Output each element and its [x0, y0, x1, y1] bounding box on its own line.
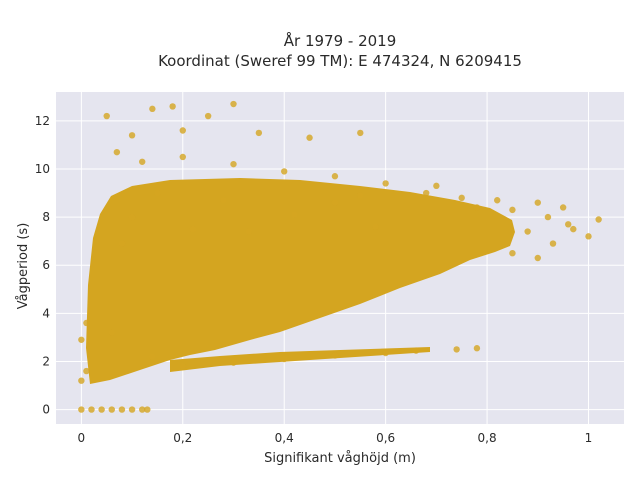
- scatter-point: [149, 353, 156, 360]
- scatter-point: [534, 254, 541, 262]
- scatter-point: [128, 213, 136, 221]
- dense-cloud-lower-band: [170, 347, 430, 372]
- scatter-point: [412, 347, 420, 354]
- scatter-point: [331, 173, 339, 180]
- scatter-point: [113, 148, 121, 156]
- scatter-point: [509, 249, 516, 257]
- scatter-point: [118, 406, 126, 413]
- scatter-point: [281, 168, 288, 175]
- scatter-point: [509, 206, 516, 214]
- scatter-point: [524, 228, 531, 235]
- x-tick-label: 0: [78, 431, 86, 445]
- scatter-point: [103, 112, 110, 120]
- scatter-point: [331, 352, 339, 359]
- scatter-point: [357, 129, 364, 137]
- y-tick-labels: 0 2 4 6 8 10 12: [35, 114, 50, 417]
- scatter-point: [83, 367, 90, 375]
- scatter-point: [331, 199, 339, 206]
- x-axis-label: Signifikant våghöjd (m): [264, 451, 416, 466]
- scatter-point: [118, 240, 126, 247]
- scatter-point: [230, 100, 237, 108]
- scatter-points: [78, 100, 602, 413]
- y-tick-label: 0: [42, 403, 50, 417]
- scatter-point: [204, 112, 212, 120]
- y-tick-label: 2: [42, 354, 50, 368]
- chart-title-line-1: År 1979 - 2019: [284, 31, 397, 50]
- scatter-point: [372, 223, 379, 230]
- scatter-point: [179, 127, 186, 134]
- scatter-point: [473, 345, 481, 352]
- y-tick-label: 12: [35, 114, 50, 128]
- scatter-point: [128, 132, 136, 139]
- scatter-point: [549, 240, 557, 247]
- scatter-point: [78, 336, 85, 343]
- scatter-point: [230, 359, 237, 366]
- scatter-point: [453, 346, 460, 353]
- scatter-point: [108, 406, 115, 413]
- scatter-point: [220, 197, 227, 204]
- scatter-point: [98, 406, 105, 413]
- x-tick-labels: 0 0,2 0,4 0,6 0,8 1: [78, 431, 593, 445]
- scatter-point: [169, 103, 176, 110]
- scatter-point: [245, 228, 252, 235]
- scatter-point: [139, 406, 146, 413]
- scatter-point: [534, 199, 541, 206]
- scatter-point: [382, 349, 389, 357]
- scatter-point: [144, 406, 151, 413]
- y-axis-label: Vågperiod (s): [16, 223, 31, 310]
- scatter-point: [458, 194, 465, 202]
- scatter-point: [139, 158, 146, 165]
- scatter-point: [357, 192, 364, 199]
- scatter-point: [149, 105, 156, 113]
- y-tick-label: 4: [42, 306, 50, 320]
- scatter-point: [154, 189, 161, 197]
- scatter-point: [230, 160, 237, 168]
- scatter-point: [179, 363, 186, 370]
- scatter-point: [595, 216, 602, 223]
- scatter-point: [255, 129, 263, 137]
- scatter-point: [108, 329, 115, 336]
- scatter-point: [494, 197, 501, 204]
- x-tick-label: 0,8: [478, 431, 497, 445]
- y-tick-label: 10: [35, 162, 50, 176]
- scatter-point: [78, 406, 85, 413]
- scatter-point: [179, 153, 186, 161]
- scatter-point: [585, 233, 592, 240]
- y-tick-label: 6: [42, 258, 50, 272]
- scatter-point: [473, 204, 481, 211]
- x-tick-label: 0,4: [275, 431, 294, 445]
- y-tick-label: 8: [42, 210, 50, 224]
- scatter-point: [570, 225, 577, 233]
- scatter-point: [306, 134, 313, 141]
- x-tick-label: 0,6: [376, 431, 395, 445]
- scatter-point: [189, 225, 197, 233]
- scatter-point: [88, 406, 95, 413]
- chart-title-line-2: Koordinat (Sweref 99 TM): E 474324, N 62…: [158, 52, 522, 70]
- scatter-point: [291, 211, 298, 218]
- scatter-point: [423, 189, 430, 197]
- scatter-point: [382, 180, 389, 187]
- scatter-point: [544, 213, 552, 221]
- scatter-point: [433, 182, 440, 190]
- scatter-point: [281, 355, 288, 363]
- scatter-point: [565, 221, 572, 228]
- x-tick-label: 0,2: [173, 431, 192, 445]
- scatter-point: [83, 319, 90, 327]
- scatter-point: [78, 377, 85, 384]
- scatter-point: [559, 204, 567, 211]
- x-tick-label: 1: [585, 431, 593, 445]
- scatter-point: [128, 406, 136, 413]
